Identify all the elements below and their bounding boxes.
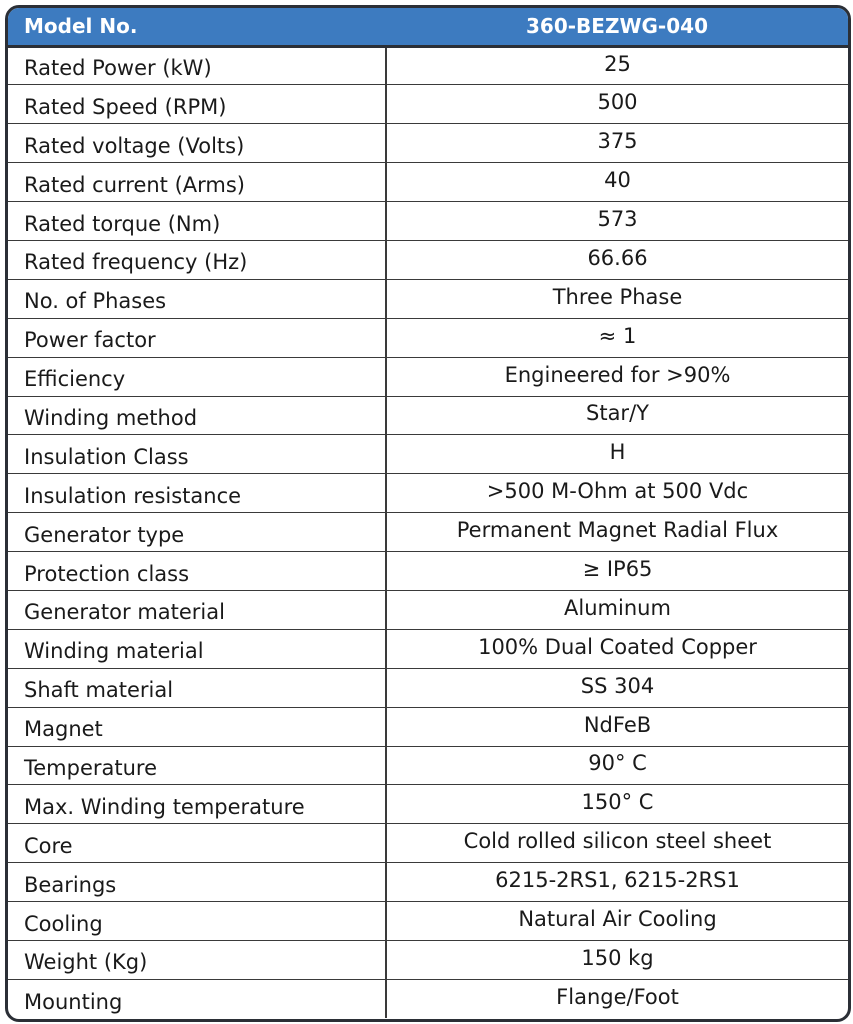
table-row: Protection class ≥ IP65 [8,551,848,591]
table-row: No. of Phases Three Phase [8,278,848,319]
table-row: Winding method Star/Y [8,395,848,436]
row-value: Engineered for >90% [386,356,848,397]
table-row: Rated voltage (Volts) 375 [8,123,848,164]
row-label: No. of Phases [8,278,387,319]
table-row: Rated torque (Nm) 573 [8,201,848,241]
table-row: Bearings 6215-2RS1, 6215-2RS1 [8,862,848,903]
table-row: Insulation Class H [8,434,848,475]
header-label-cell: Model No. [8,8,386,48]
table-row: Weight (Kg) 150 kg [8,939,848,980]
row-value: 573 [386,201,848,241]
table-row: Magnet NdFeB [8,706,848,747]
row-label: Protection class [8,551,387,591]
table-row: Rated current (Arms) 40 [8,162,848,203]
row-value: 500 [386,84,848,125]
spec-table-body: Rated Power (kW) 25 Rated Speed (RPM) 500 … [8,46,848,1019]
table-row: Generator material Aluminum [8,589,848,630]
row-value: Three Phase [386,278,848,319]
row-value: 40 [386,162,848,203]
row-value: Star/Y [386,395,848,436]
row-value: ≈ 1 [386,317,848,358]
table-row: Generator type Permanent Magnet Radial Fl… [8,512,848,553]
row-value: 150 kg [386,939,848,980]
row-label: Winding material [8,628,387,669]
row-value: 6215-2RS1, 6215-2RS1 [386,862,848,903]
row-label: Rated Power (kW) [8,46,387,86]
row-label: Shaft material [8,667,387,708]
row-label: Mounting [8,978,387,1019]
row-label: Rated Speed (RPM) [8,84,387,125]
row-value: 66.66 [386,239,848,280]
row-value: SS 304 [386,667,848,708]
row-value: 100% Dual Coated Copper [386,628,848,669]
header-model-number-cell: 360-BEZWG-040 [386,8,848,48]
row-label: Generator material [8,589,387,630]
table-row: Rated Speed (RPM) 500 [8,84,848,125]
row-value: Cold rolled silicon steel sheet [386,823,848,864]
row-label: Generator type [8,512,387,553]
row-label: Weight (Kg) [8,939,387,980]
row-value: Natural Air Cooling [386,901,848,941]
row-label: Insulation resistance [8,473,387,514]
table-row: Insulation resistance >500 M-Ohm at 500 V… [8,473,848,514]
row-label: Rated torque (Nm) [8,201,387,241]
row-label: Cooling [8,901,387,941]
table-row: Max. Winding temperature 150° C [8,784,848,825]
row-value: H [386,434,848,475]
row-label: Rated frequency (Hz) [8,239,387,280]
row-label: Power factor [8,317,387,358]
header-row: Model No. 360-BEZWG-040 [8,8,848,48]
row-label: Rated voltage (Volts) [8,123,387,164]
table-row: Power factor ≈ 1 [8,317,848,358]
row-label: Temperature [8,745,387,786]
spec-table-frame: Model No. 360-BEZWG-040 Rated Power (kW)… [5,5,851,1022]
row-value: Flange/Foot [386,978,848,1019]
row-label: Efficiency [8,356,387,397]
row-value: >500 M-Ohm at 500 Vdc [386,473,848,514]
spec-table-header: Model No. 360-BEZWG-040 [8,8,848,48]
table-row: Shaft material SS 304 [8,667,848,708]
table-row: Cooling Natural Air Cooling [8,901,848,941]
table-row: Efficiency Engineered for >90% [8,356,848,397]
row-label: Winding method [8,395,387,436]
row-label: Core [8,823,387,864]
row-value: 25 [386,46,848,86]
row-value: 375 [386,123,848,164]
table-row: Core Cold rolled silicon steel sheet [8,823,848,864]
row-label: Bearings [8,862,387,903]
row-value: Aluminum [386,589,848,630]
row-label: Max. Winding temperature [8,784,387,825]
table-row: Winding material 100% Dual Coated Copper [8,628,848,669]
row-value: 90° C [386,745,848,786]
row-label: Rated current (Arms) [8,162,387,203]
row-value: NdFeB [386,706,848,747]
table-row: Mounting Flange/Foot [8,978,848,1019]
row-value: Permanent Magnet Radial Flux [386,512,848,553]
row-value: 150° C [386,784,848,825]
row-value: ≥ IP65 [386,551,848,591]
row-label: Magnet [8,706,387,747]
spec-table: Model No. 360-BEZWG-040 Rated Power (kW)… [8,8,848,1019]
table-row: Rated Power (kW) 25 [8,46,848,86]
table-row: Rated frequency (Hz) 66.66 [8,239,848,280]
table-row: Temperature 90° C [8,745,848,786]
row-label: Insulation Class [8,434,387,475]
